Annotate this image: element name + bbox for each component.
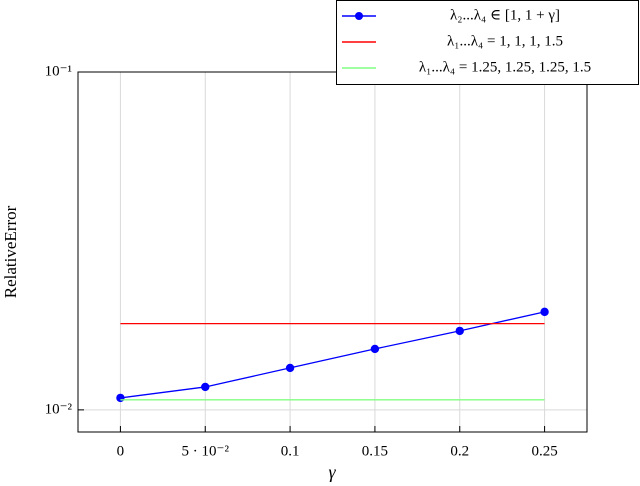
point bbox=[285, 363, 295, 373]
legend-marker bbox=[355, 12, 363, 20]
point bbox=[370, 344, 380, 354]
x-axis-label: γ bbox=[328, 462, 336, 482]
x-tick-label: 0.15 bbox=[362, 443, 388, 459]
y-axis-label: RelativeError bbox=[1, 205, 20, 298]
x-tick-label: 5 · 10⁻² bbox=[182, 443, 230, 459]
legend-label: λ₁...λ₄ = 1.25, 1.25, 1.25, 1.5 bbox=[419, 59, 591, 75]
point bbox=[116, 393, 125, 403]
point bbox=[540, 307, 549, 317]
legend-label: λ₂...λ₄ ∈ [1, 1 + γ] bbox=[450, 7, 560, 23]
x-tick-label: 0 bbox=[117, 443, 125, 459]
point bbox=[201, 382, 210, 392]
point bbox=[455, 326, 464, 336]
y-tick-label: 10⁻² bbox=[45, 401, 73, 417]
y-tick-label: 10⁻¹ bbox=[45, 63, 72, 79]
plot-frame bbox=[77, 71, 588, 433]
legend-box bbox=[336, 0, 639, 85]
legend-label: λ₁...λ₄ = 1, 1, 1, 1.5 bbox=[447, 33, 563, 49]
x-tick-label: 0.1 bbox=[281, 443, 300, 459]
x-tick-label: 0.2 bbox=[450, 443, 469, 459]
x-tick-label: 0.25 bbox=[531, 443, 557, 459]
series-line bbox=[120, 311, 545, 399]
